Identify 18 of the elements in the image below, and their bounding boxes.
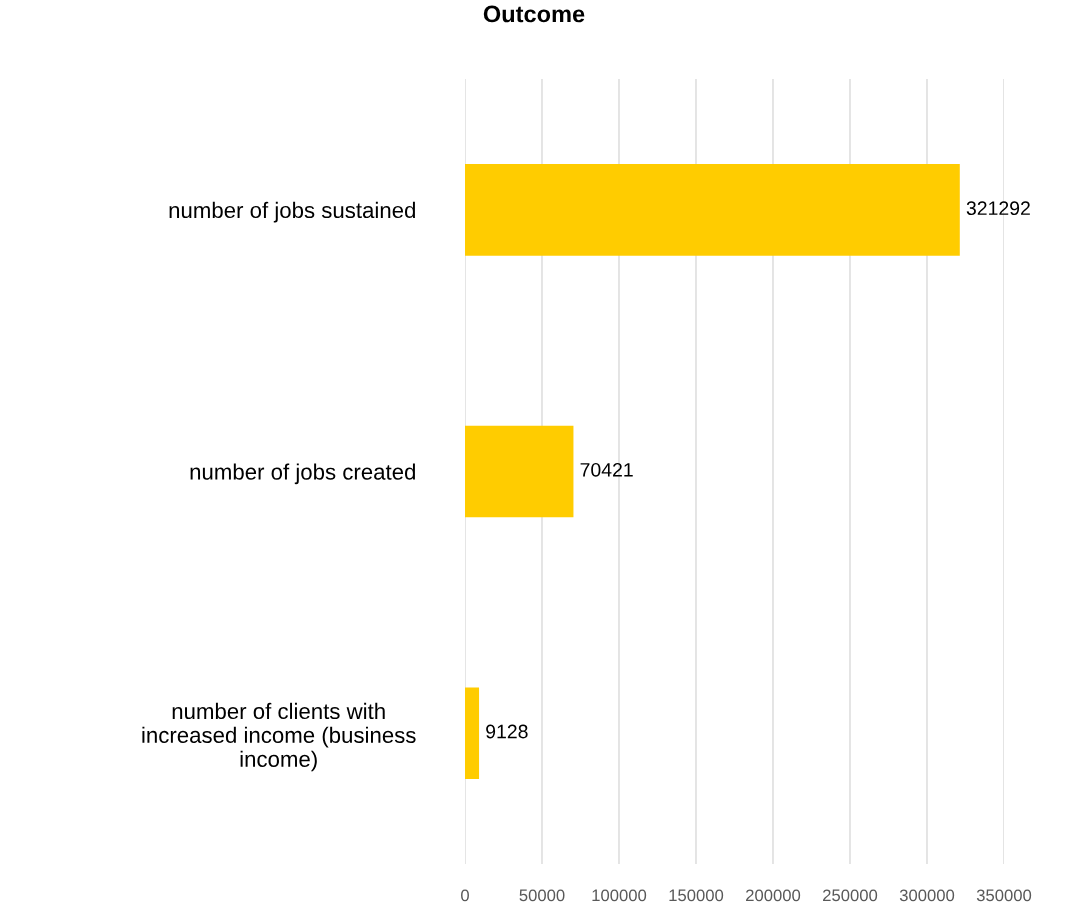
x-tick-label: 100000 [592, 889, 647, 902]
x-tick-label: 250000 [823, 889, 878, 902]
x-tick-label: 50000 [519, 889, 565, 902]
y-tick-label: number of jobs sustained [169, 201, 415, 223]
data-label: 321292 [966, 201, 1030, 216]
x-tick-label: 0 [461, 889, 469, 902]
data-label: 70421 [580, 462, 633, 477]
x-tick-label: 200000 [746, 889, 801, 902]
x-tick-label: 300000 [899, 889, 955, 902]
bar [465, 164, 960, 256]
y-tick-label: number of clients with increased income (business income) [142, 702, 416, 772]
y-tick-label: number of jobs created [190, 463, 415, 485]
bar [465, 425, 574, 518]
chart-title: Outcome [483, 5, 585, 23]
x-tick-label: 150000 [669, 889, 724, 902]
x-tick-label: 350000 [976, 889, 1032, 902]
bar [465, 687, 480, 779]
data-label: 9128 [486, 724, 528, 739]
